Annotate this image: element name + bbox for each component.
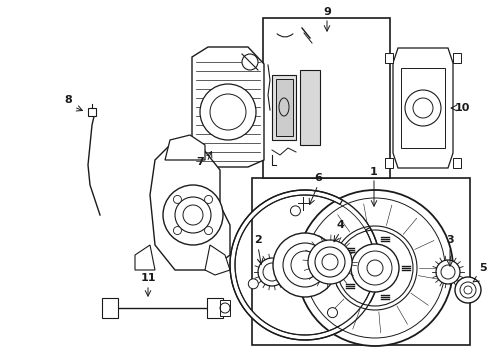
Text: 9: 9: [323, 7, 330, 17]
Polygon shape: [220, 300, 229, 316]
Circle shape: [327, 308, 337, 318]
Polygon shape: [206, 298, 223, 318]
Circle shape: [173, 195, 181, 203]
Circle shape: [258, 258, 285, 286]
Circle shape: [290, 206, 300, 216]
Polygon shape: [102, 298, 118, 318]
Polygon shape: [275, 79, 292, 136]
Circle shape: [163, 185, 223, 245]
Circle shape: [366, 260, 382, 276]
Polygon shape: [192, 47, 264, 167]
Text: 6: 6: [313, 173, 321, 183]
Polygon shape: [384, 53, 392, 63]
Circle shape: [173, 226, 181, 235]
Bar: [251, 178, 469, 345]
Polygon shape: [150, 145, 229, 270]
Circle shape: [350, 244, 398, 292]
Circle shape: [204, 226, 212, 235]
Circle shape: [307, 240, 351, 284]
Circle shape: [200, 84, 256, 140]
Text: 10: 10: [453, 103, 469, 113]
Polygon shape: [164, 135, 204, 160]
Polygon shape: [384, 158, 392, 168]
Circle shape: [272, 233, 336, 297]
Polygon shape: [392, 48, 452, 168]
Text: 3: 3: [445, 235, 453, 245]
Polygon shape: [229, 190, 379, 340]
Circle shape: [404, 90, 440, 126]
Circle shape: [454, 277, 480, 303]
Text: 5: 5: [478, 263, 486, 273]
Circle shape: [435, 260, 459, 284]
Text: 11: 11: [140, 273, 156, 283]
Polygon shape: [204, 245, 229, 275]
Polygon shape: [88, 108, 96, 116]
Circle shape: [248, 279, 258, 289]
Circle shape: [204, 195, 212, 203]
Polygon shape: [299, 70, 319, 145]
Text: 7: 7: [196, 157, 203, 167]
Text: 1: 1: [369, 167, 377, 177]
Polygon shape: [452, 53, 460, 63]
Polygon shape: [135, 245, 155, 270]
Circle shape: [242, 54, 258, 70]
Text: 4: 4: [335, 220, 343, 230]
Bar: [263, 18, 389, 178]
Circle shape: [296, 190, 452, 346]
Text: 8: 8: [64, 95, 72, 105]
Polygon shape: [452, 158, 460, 168]
Text: 2: 2: [254, 235, 262, 245]
Polygon shape: [271, 75, 295, 140]
